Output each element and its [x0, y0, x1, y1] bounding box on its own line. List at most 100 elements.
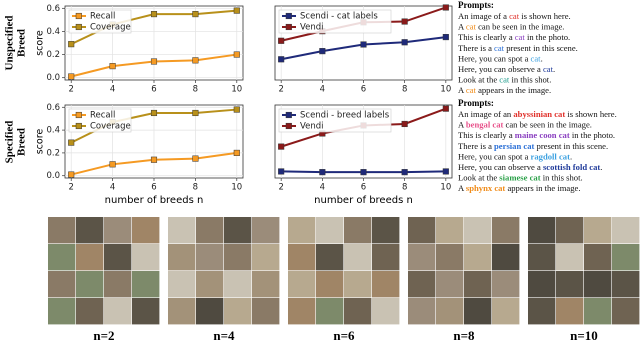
- prompt-text: Here, you can observe a: [458, 162, 543, 172]
- image-caption: n=6: [333, 328, 355, 343]
- prompt-line: A sphynx cat appears in the image.: [458, 183, 580, 193]
- cat-image: [104, 244, 132, 271]
- cat-image: [316, 298, 344, 325]
- row-label: Specified: [4, 121, 16, 164]
- y-tick-label: 0.6: [46, 103, 60, 113]
- prompt-line: Look at the cat in this shot.: [458, 75, 551, 85]
- x-tick-label: 4: [110, 85, 115, 95]
- data-point: [319, 169, 326, 176]
- cat-image: [132, 271, 160, 298]
- data-point: [150, 11, 158, 18]
- cat-image: [464, 298, 492, 325]
- y-tick-label: 0.0: [46, 73, 60, 83]
- cat-image: [584, 271, 612, 298]
- y-tick-label: 0.0: [46, 171, 60, 181]
- prompt-text: This is clearly a: [458, 130, 515, 140]
- prompt-text: appears in the image.: [505, 183, 580, 193]
- cat-image: [196, 271, 224, 298]
- cat-image: [372, 271, 400, 298]
- prompt-text: is shown here.: [519, 11, 571, 21]
- x-tick-label: 8: [402, 85, 407, 95]
- cat-image: [316, 244, 344, 271]
- cat-image: [196, 217, 224, 244]
- prompt-text: A: [458, 120, 466, 130]
- prompt-highlight: scottish fold cat: [543, 162, 600, 172]
- x-tick-label: 6: [151, 85, 156, 95]
- cat-image: [224, 217, 252, 244]
- cat-image: [168, 244, 196, 271]
- cat-image: [132, 298, 160, 325]
- image-caption: n=8: [453, 328, 475, 343]
- prompt-text: A: [458, 85, 466, 95]
- y-tick-label: 0.4: [46, 27, 60, 37]
- cat-image: [316, 271, 344, 298]
- data-point: [150, 109, 158, 117]
- data-point: [192, 155, 199, 162]
- row-label: Breed: [16, 128, 28, 156]
- prompt-text: appears in the image.: [476, 85, 551, 95]
- cat-image: [528, 271, 556, 298]
- x-tick-label: 6: [361, 183, 366, 193]
- x-axis-label: number of breeds n: [105, 195, 204, 206]
- cat-image: [372, 298, 400, 325]
- cat-image: [492, 217, 520, 244]
- legend-label: Scendi - breed labels: [300, 111, 390, 121]
- x-tick-label: 10: [440, 183, 451, 193]
- x-tick-label: 6: [151, 183, 156, 193]
- prompt-text: Here, you can observe a: [458, 64, 543, 74]
- cat-image: [344, 271, 372, 298]
- legend-box: [278, 108, 392, 133]
- cat-image: [48, 298, 76, 325]
- legend-marker: [75, 122, 82, 130]
- prompt-line: This is clearly a maine coon cat in the …: [458, 130, 615, 140]
- image-caption: n=4: [213, 328, 235, 343]
- cat-image: [224, 298, 252, 325]
- cat-image: [252, 244, 280, 271]
- prompt-highlight: cat: [466, 85, 477, 95]
- prompt-text: There is a: [458, 141, 494, 151]
- legend-label: Recall: [90, 12, 115, 22]
- cat-image: [584, 244, 612, 271]
- cat-image: [436, 298, 464, 325]
- data-point: [233, 106, 240, 113]
- cat-image: [408, 217, 436, 244]
- prompt-text: present in this scene.: [534, 141, 608, 151]
- prompt-text: .: [541, 53, 543, 63]
- legend-box: [278, 9, 392, 34]
- cat-image: [612, 271, 640, 298]
- cat-image: [372, 217, 400, 244]
- cat-image: [132, 217, 160, 244]
- y-tick-label: 0.6: [46, 4, 60, 14]
- prompt-text: .: [553, 64, 555, 74]
- cat-image: [48, 244, 76, 271]
- prompt-line: A bengal cat can be seen in the image.: [458, 120, 592, 130]
- data-point: [401, 120, 408, 128]
- prompt-text: Here, you can spot a: [458, 151, 531, 161]
- data-point: [278, 56, 285, 63]
- data-point: [442, 4, 449, 11]
- cat-image: [168, 217, 196, 244]
- prompt-highlight: cat: [499, 75, 510, 85]
- prompt-text: is shown here.: [565, 109, 617, 119]
- prompt-text: Look at the: [458, 173, 499, 183]
- cat-image: [344, 244, 372, 271]
- row-label: Breed: [16, 29, 28, 57]
- data-point: [278, 168, 285, 175]
- data-point: [401, 18, 408, 25]
- cat-image: [492, 298, 520, 325]
- cat-image: [48, 217, 76, 244]
- cat-image: [556, 298, 584, 325]
- x-tick-label: 10: [231, 183, 242, 193]
- prompt-text: A: [458, 22, 466, 32]
- cat-image: [556, 244, 584, 271]
- prompt-line: Look at the siamese cat in this shot.: [458, 173, 583, 183]
- prompt-text: Here, you can spot a: [458, 53, 531, 63]
- legend-marker: [285, 111, 292, 119]
- legend-marker: [285, 122, 292, 130]
- y-tick-label: 0.2: [46, 148, 60, 158]
- prompt-highlight: siamese cat: [499, 173, 540, 183]
- prompt-highlight: cat: [515, 32, 526, 42]
- prompt-highlight: ragdoll cat: [531, 151, 571, 161]
- cat-image: [436, 271, 464, 298]
